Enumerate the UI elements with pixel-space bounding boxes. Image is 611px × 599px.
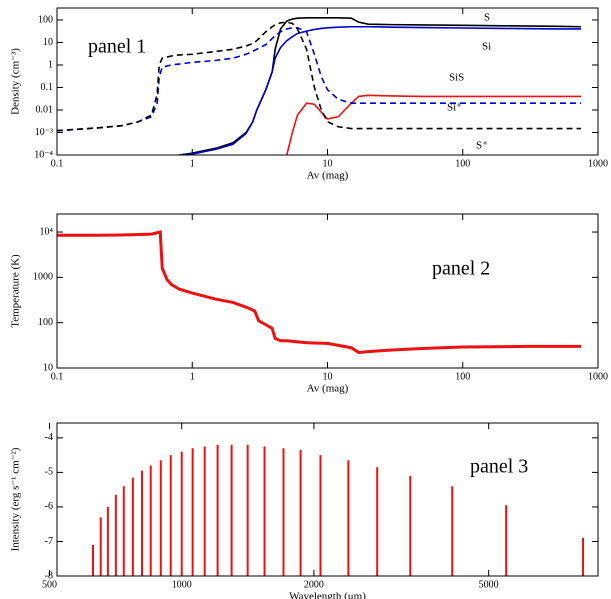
panel-label: panel 2: [432, 258, 490, 280]
series-line: [57, 21, 582, 132]
axes-frame: [56, 213, 599, 369]
axes-frame: [56, 7, 599, 156]
series-label: SiS: [449, 72, 464, 84]
x-tick-label: 1: [190, 371, 195, 382]
x-tick-label: 10: [323, 371, 333, 382]
plot-area: [57, 16, 582, 155]
y-tick-label: -7: [45, 536, 53, 547]
panel-label: panel 1: [88, 36, 146, 58]
y-tick-label: 10⁻³: [35, 127, 53, 138]
x-tick-label: 100: [455, 158, 470, 169]
x-axis-label: Wavelength (μm): [289, 591, 366, 599]
x-tick-label: 0.1: [51, 158, 64, 169]
axes-frame: [56, 422, 599, 577]
y-tick-label: 10⁻⁴: [34, 149, 53, 160]
plot-area: [91, 444, 585, 576]
y-tick-label: 1000: [33, 272, 53, 283]
y-tick-label: 0.1: [41, 82, 54, 93]
x-tick-label: 1: [190, 158, 195, 169]
series-line: [57, 230, 582, 355]
series-label: S: [484, 12, 490, 24]
x-tick-label: 100: [455, 371, 470, 382]
y-tick-label: 100: [38, 317, 53, 328]
y-tick-label: -4: [45, 432, 53, 443]
y-tick-label: -5: [45, 467, 53, 478]
x-axis-label: Av (mag): [307, 170, 349, 182]
y-tick-label: -6: [45, 501, 53, 512]
series-line: [179, 25, 582, 155]
x-tick-label: 1000: [172, 579, 192, 590]
y-tick-label: 10: [43, 37, 53, 48]
x-axis-label: Av (mag): [307, 383, 349, 395]
x-tick-label: 500: [42, 579, 57, 590]
y-tick-label: 0.01: [36, 104, 54, 115]
panel-label: panel 3: [470, 456, 528, 478]
y-tick-label: 10⁴: [40, 226, 54, 237]
x-tick-label: 2000: [304, 579, 324, 590]
y-tick-label: 10: [43, 362, 53, 373]
y-axis-label: Density (cm⁻³): [10, 48, 22, 115]
y-axis-label: Intensity (erg s⁻¹ cm⁻²): [10, 447, 22, 551]
x-tick-label: 1000: [588, 158, 608, 169]
x-tick-label: 0.1: [51, 371, 64, 382]
y-tick-label: 1: [48, 59, 53, 70]
y-tick-label: -8: [45, 570, 53, 581]
y-axis-label: Temperature (K): [10, 254, 22, 328]
y-tick-label: 100: [38, 14, 53, 25]
x-tick-label: 5000: [479, 579, 499, 590]
x-tick-label: 1000: [588, 371, 608, 382]
series-label: Si: [482, 41, 491, 53]
plot-area: [57, 230, 582, 355]
series-label: Si⁺: [447, 102, 462, 114]
series-label: S⁺: [476, 140, 488, 152]
x-tick-label: 10: [323, 158, 333, 169]
